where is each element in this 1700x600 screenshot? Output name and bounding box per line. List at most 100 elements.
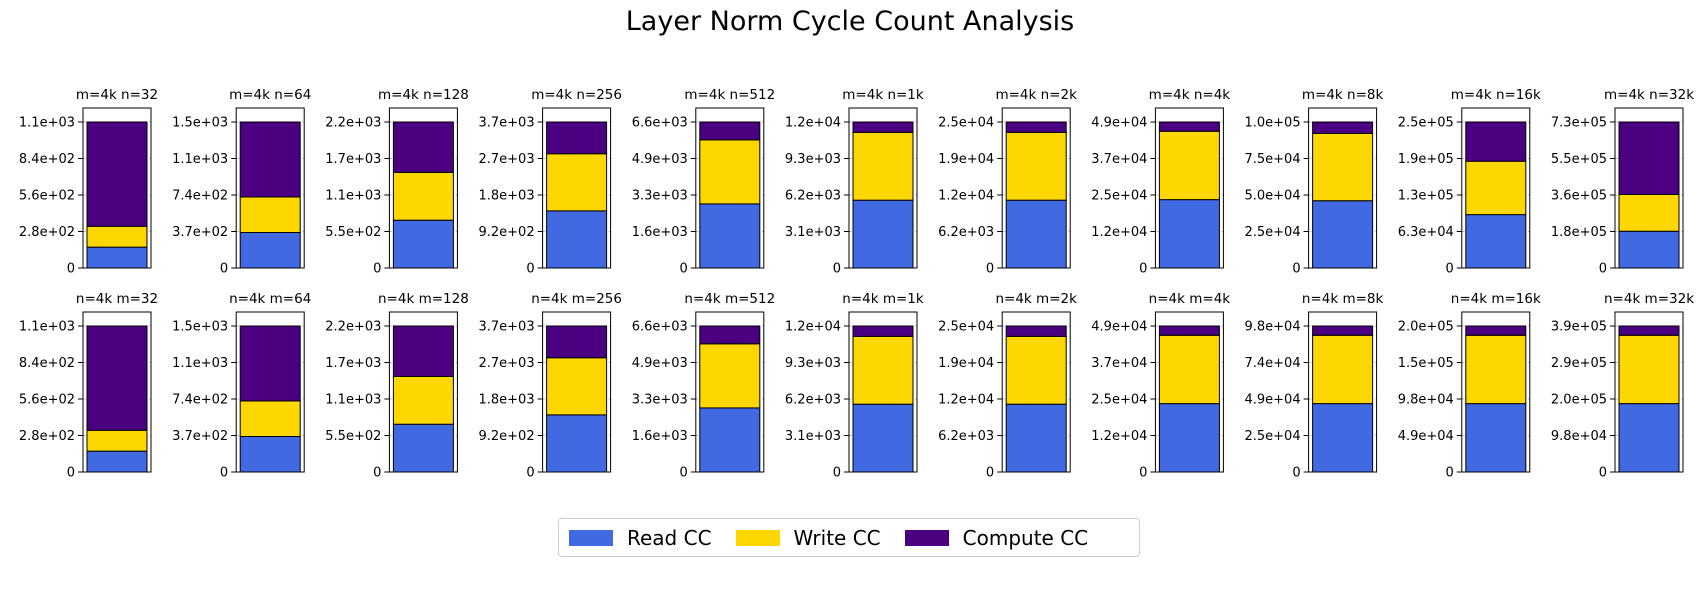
y-tick-label: 0 (680, 466, 688, 481)
axes-frame (82, 311, 152, 473)
y-tick-label: 3.7e+03 (478, 320, 534, 335)
bar-read (1312, 200, 1374, 269)
bar-read (86, 246, 148, 269)
bar-write (546, 153, 608, 212)
bar-write (546, 357, 608, 416)
y-tick-label: 1.1e+03 (19, 320, 75, 335)
y-tick-label: 3.1e+03 (785, 429, 841, 444)
y-tick-label: 9.2e+02 (478, 225, 534, 240)
bar-write (699, 343, 761, 409)
legend-swatch-read (569, 529, 613, 546)
y-tick-label: 0 (220, 262, 228, 277)
subplot-2: 0 3.7e+02 7.4e+02 1.1e+03 1.5e+03m=4k n=64 (172, 87, 311, 277)
axes-frame (1001, 311, 1071, 473)
subplot-title: n=4k m=8k (1302, 291, 1384, 307)
y-tick-label: 3.7e+03 (478, 116, 534, 131)
y-tick-label: 6.6e+03 (632, 116, 688, 131)
y-tick-label: 0 (1139, 466, 1147, 481)
bar-compute (392, 325, 454, 377)
subplot-title: m=4k n=64 (229, 87, 311, 103)
subplot-17: 0 3.1e+03 6.2e+03 9.3e+03 1.2e+04n=4k m=1k (785, 291, 924, 481)
bar-write (852, 335, 914, 405)
y-tick-label: 2.8e+02 (19, 429, 75, 444)
subplot-title: n=4k m=32k (1604, 291, 1694, 307)
legend-item-compute: Compute CC (904, 526, 1088, 550)
y-tick-label: 0 (986, 262, 994, 277)
bar-compute (1312, 121, 1374, 134)
subplot-title: m=4k n=32k (1604, 87, 1694, 103)
y-tick-label: 7.4e+02 (172, 393, 228, 408)
y-tick-label: 8.4e+02 (19, 152, 75, 167)
bar-compute (1618, 121, 1680, 195)
y-tick-label: 5.0e+04 (1244, 189, 1300, 204)
axes-frame (1154, 311, 1224, 473)
axes-frame (1461, 107, 1531, 269)
bar-read (699, 203, 761, 269)
y-tick-label: 1.1e+03 (325, 393, 381, 408)
bar-read (1158, 199, 1220, 269)
subplot-4: 0 9.2e+02 1.8e+03 2.7e+03 3.7e+03 m=4k n=256 (478, 87, 622, 277)
bar-read (1158, 403, 1220, 473)
chart-title: Layer Norm Cycle Count Analysis (625, 6, 1075, 37)
y-tick-label: 6.3e+04 (1398, 225, 1454, 240)
subplot-7: 0 6.2e+03 1.2e+04 1.9e+04 2.5e+04m=4k n=2k (938, 87, 1077, 277)
legend-item-read: Read CC (569, 526, 712, 550)
axes-frame (388, 107, 458, 269)
axes-frame (1308, 311, 1378, 473)
y-tick-label: 0 (526, 466, 534, 481)
y-tick-label: 5.6e+02 (19, 393, 75, 408)
bar-read (1005, 199, 1067, 269)
bar-write (1618, 334, 1680, 405)
bar-compute (239, 325, 301, 402)
y-tick-label: 1.2e+04 (1091, 225, 1147, 240)
axes-frame (235, 311, 305, 473)
y-tick-label: 7.3e+05 (1551, 116, 1607, 131)
y-tick-label: 1.8e+05 (1551, 225, 1607, 240)
y-tick-label: 1.7e+03 (325, 356, 381, 371)
axes-frame (1154, 107, 1224, 269)
subplot-6: 0 3.1e+03 6.2e+03 9.3e+03 1.2e+04m=4k n=1k (785, 87, 924, 277)
bar-write (1465, 334, 1527, 405)
bar-write (392, 171, 454, 221)
subplot-title: n=4k m=2k (995, 291, 1077, 307)
subplot-14: 0 5.5e+02 1.1e+03 1.7e+03 2.2e+03 n=4k m=128 (325, 291, 469, 481)
subplot-title: m=4k n=512 (684, 87, 775, 103)
subplot-title: m=4k n=8k (1302, 87, 1384, 103)
y-tick-label: 0 (373, 466, 381, 481)
subplot-title: n=4k m=16k (1451, 291, 1541, 307)
subplot-title: n=4k m=4k (1149, 291, 1231, 307)
subplot-title: n=4k m=64 (229, 291, 311, 307)
bar-read (852, 403, 914, 473)
y-tick-label: 7.4e+02 (172, 189, 228, 204)
bar-read (392, 219, 454, 269)
bar-write (852, 131, 914, 201)
axes-frame (695, 311, 765, 473)
bar-write (86, 225, 148, 248)
y-tick-label: 0 (1599, 466, 1607, 481)
bar-compute (699, 121, 761, 141)
y-tick-label: 4.9e+04 (1091, 116, 1147, 131)
subplot-title: n=4k m=128 (378, 291, 469, 307)
y-tick-label: 3.3e+03 (632, 189, 688, 204)
bar-read (392, 423, 454, 473)
subplot-19: 0 1.2e+04 2.5e+04 3.7e+04 4.9e+04n=4k m=4k (1091, 291, 1230, 481)
y-tick-label: 1.5e+03 (172, 320, 228, 335)
subplot-22: 0 9.8e+04 2.0e+05 2.9e+05 3.9e+05 n=4k m=32k (1551, 291, 1694, 481)
axes-frame (388, 311, 458, 473)
axes-frame (1308, 107, 1378, 269)
y-tick-label: 7.4e+04 (1244, 356, 1300, 371)
y-tick-label: 0 (67, 466, 75, 481)
y-tick-label: 7.5e+04 (1244, 152, 1300, 167)
y-tick-label: 1.1e+03 (325, 189, 381, 204)
y-tick-label: 9.2e+02 (478, 429, 534, 444)
axes-frame (235, 107, 305, 269)
y-tick-label: 1.9e+05 (1398, 152, 1454, 167)
axes-frame (1614, 107, 1684, 269)
legend-item-write: Write CC (735, 526, 881, 550)
y-tick-label: 1.2e+04 (785, 320, 841, 335)
y-tick-label: 0 (1446, 466, 1454, 481)
subplot-8: 0 1.2e+04 2.5e+04 3.7e+04 4.9e+04m=4k n=4k (1091, 87, 1230, 277)
y-tick-label: 5.6e+02 (19, 189, 75, 204)
subplot-18: 0 6.2e+03 1.2e+04 1.9e+04 2.5e+04n=4k m=2k (938, 291, 1077, 481)
bar-compute (392, 121, 454, 173)
